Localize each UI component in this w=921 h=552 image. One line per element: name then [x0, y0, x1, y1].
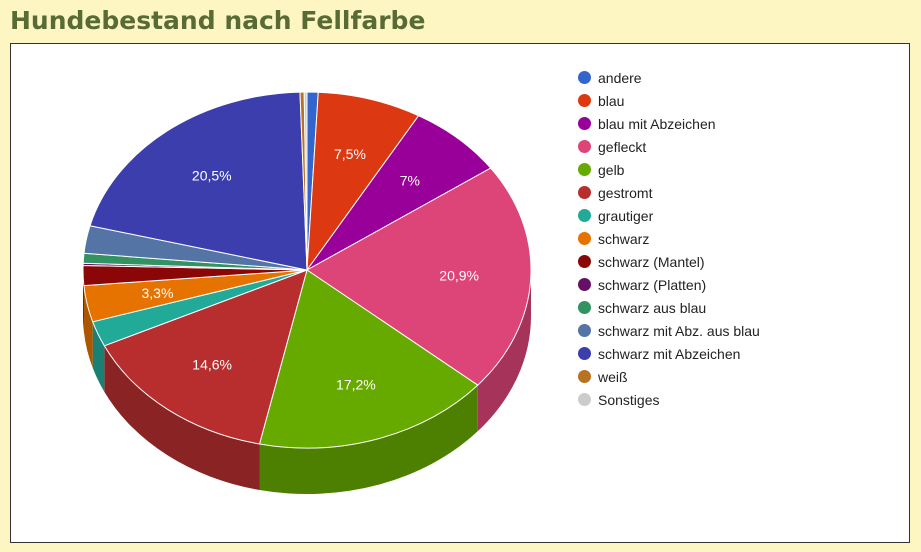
legend-item-sonstiges[interactable]: Sonstiges	[578, 388, 760, 411]
legend-swatch	[578, 393, 591, 406]
legend-swatch	[578, 94, 591, 107]
pie-side-schwarz	[83, 285, 93, 368]
legend-swatch	[578, 232, 591, 245]
legend-swatch	[578, 117, 591, 130]
pie-side-gelb	[259, 385, 478, 494]
pie-value-label-gefleckt: 20,9%	[439, 268, 479, 284]
pie-value-label-gelb: 17,2%	[336, 377, 376, 393]
pie-value-label-gestromt: 14,6%	[192, 357, 232, 373]
pie-side-gefleckt	[477, 270, 531, 432]
pie-value-label-blau-mit-abzeichen: 7%	[400, 173, 420, 189]
legend-swatch	[578, 324, 591, 337]
pie-value-label-schwarz-mit-abzeichen: 20,5%	[192, 168, 232, 184]
legend-label: blau mit Abzeichen	[598, 115, 716, 132]
legend-item-gelb[interactable]: gelb	[578, 158, 760, 181]
pie-slice-schwarz-mit-abzeichen[interactable]	[89, 91, 308, 271]
pie-chart: 7,5% 7% 20,9% 17,2% 14,6% 3,3% 20,5%	[82, 91, 532, 494]
legend-swatch	[578, 278, 591, 291]
pie-slice-gelb[interactable]	[258, 269, 479, 449]
legend-swatch	[578, 301, 591, 314]
legend-swatch	[578, 140, 591, 153]
pie-slice-sonstiges[interactable]	[303, 91, 308, 271]
legend-label: gestromt	[598, 184, 653, 201]
legend-label: andere	[598, 69, 642, 86]
legend-swatch	[578, 163, 591, 176]
legend-item-grautiger[interactable]: grautiger	[578, 204, 760, 227]
legend-swatch	[578, 347, 591, 360]
legend-label: schwarz (Platten)	[598, 276, 707, 293]
legend-label: schwarz mit Abz. aus blau	[598, 322, 760, 339]
legend-label: schwarz	[598, 230, 650, 247]
chart-legend: andere blau blau mit Abzeichen gefleckt gelb…	[578, 66, 760, 411]
legend-item-schwarz-mit-abz-aus-blau[interactable]: schwarz mit Abz. aus blau	[578, 319, 760, 342]
page-title: Hundebestand nach Fellfarbe	[10, 6, 426, 35]
legend-swatch	[578, 255, 591, 268]
legend-label: Sonstiges	[598, 391, 660, 408]
legend-item-gefleckt[interactable]: gefleckt	[578, 135, 760, 158]
legend-label: gelb	[598, 161, 625, 178]
legend-swatch	[578, 209, 591, 222]
legend-label: weiß	[598, 368, 628, 385]
legend-label: schwarz aus blau	[598, 299, 707, 316]
pie-slice-gefleckt[interactable]	[306, 167, 532, 386]
legend-item-blau[interactable]: blau	[578, 89, 760, 112]
legend-label: schwarz (Mantel)	[598, 253, 705, 270]
pie-value-label-blau: 7,5%	[334, 146, 366, 162]
legend-label: blau	[598, 92, 625, 109]
legend-swatch	[578, 370, 591, 383]
legend-item-schwarz[interactable]: schwarz	[578, 227, 760, 250]
legend-label: gefleckt	[598, 138, 647, 155]
legend-label: schwarz mit Abzeichen	[598, 345, 741, 362]
legend-item-andere[interactable]: andere	[578, 66, 760, 89]
legend-item-weiss[interactable]: weiß	[578, 365, 760, 388]
pie-value-label-schwarz: 3,3%	[142, 285, 174, 301]
legend-swatch	[578, 71, 591, 84]
pie-slice-gestromt[interactable]	[103, 269, 308, 445]
legend-item-schwarz-platten[interactable]: schwarz (Platten)	[578, 273, 760, 296]
pie-slice-blau[interactable]	[306, 91, 420, 272]
legend-item-schwarz-aus-blau[interactable]: schwarz aus blau	[578, 296, 760, 319]
pie-side-grautiger	[92, 321, 105, 392]
legend-item-schwarz-mit-abzeichen[interactable]: schwarz mit Abzeichen	[578, 342, 760, 365]
legend-label: grautiger	[598, 207, 654, 224]
legend-swatch	[578, 186, 591, 199]
legend-item-schwarz-mantel[interactable]: schwarz (Mantel)	[578, 250, 760, 273]
chart-frame: 7,5% 7% 20,9% 17,2% 14,6% 3,3% 20,5% andere bla…	[10, 43, 910, 543]
legend-item-gestromt[interactable]: gestromt	[578, 181, 760, 204]
legend-item-blau-mit-abzeichen[interactable]: blau mit Abzeichen	[578, 112, 760, 135]
